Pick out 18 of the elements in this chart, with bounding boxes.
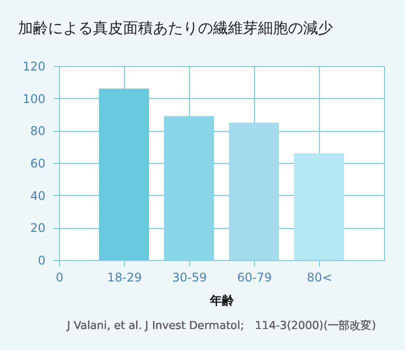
y-tick-label: 60 xyxy=(30,156,46,170)
x-tick-label: 18-29 xyxy=(107,270,142,284)
y-tick-label: 40 xyxy=(30,188,46,203)
y-tick-label: 80 xyxy=(30,124,46,138)
x-tick-label: 80< xyxy=(306,270,332,284)
y-tick-label: 120 xyxy=(22,60,46,74)
bar xyxy=(99,88,149,260)
chart-title: 加齢による真皮面積あたりの繊維芽細胞の減少 xyxy=(18,19,333,37)
y-tick-label: 0 xyxy=(38,254,46,268)
text: J Valani, et al. J Invest Dermatol; 114-3(2000)(一部改変) xyxy=(66,319,376,332)
y-tick-label: 20 xyxy=(30,221,46,236)
bar xyxy=(294,153,344,260)
y-tick-label: 100 xyxy=(22,92,46,106)
x-tick-label: 0 xyxy=(56,270,64,284)
x-axis-title: 年齢 xyxy=(209,294,235,308)
x-tick-label: 60-79 xyxy=(237,270,272,284)
x-tick-label: 30-59 xyxy=(172,270,207,284)
bar xyxy=(229,122,279,260)
